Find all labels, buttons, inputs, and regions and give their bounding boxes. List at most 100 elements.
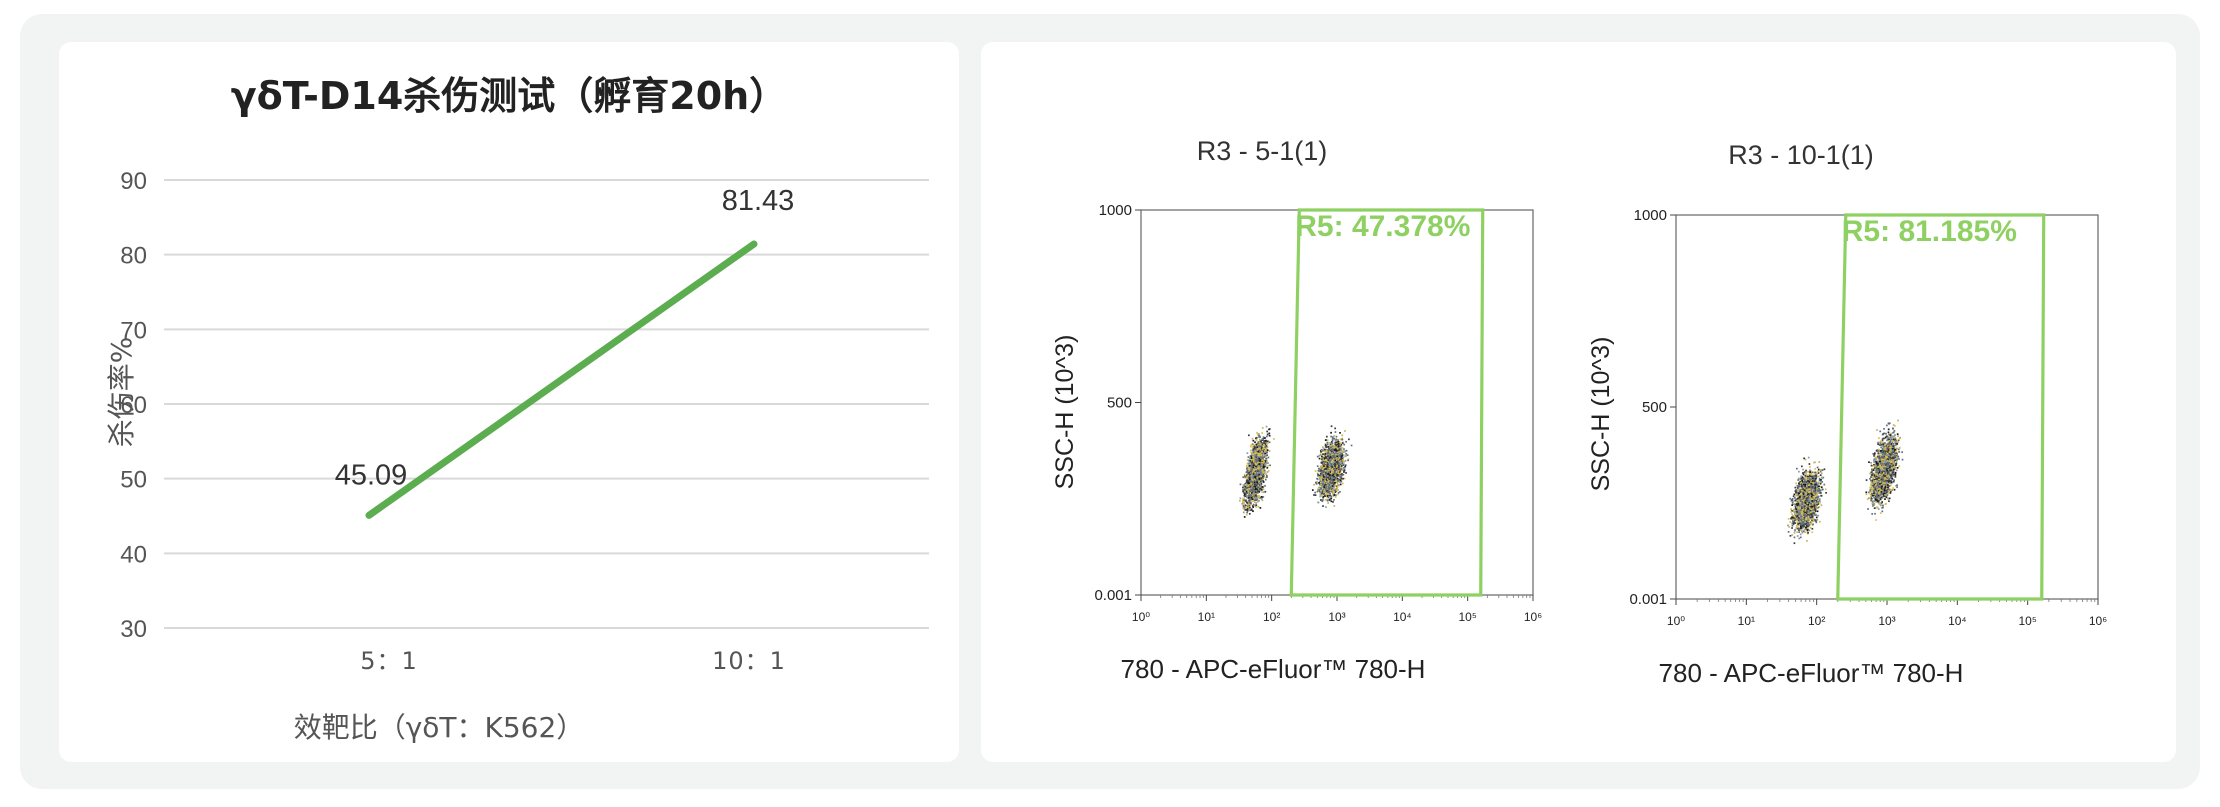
event-dot	[1801, 486, 1803, 488]
event-dot	[1328, 482, 1330, 485]
event-dot	[1335, 485, 1338, 488]
event-dot	[1322, 483, 1325, 486]
event-dot	[1335, 451, 1337, 453]
event-dot	[1332, 469, 1335, 472]
event-dot	[1806, 502, 1809, 505]
event-dot	[1815, 504, 1818, 506]
event-dot	[1329, 469, 1332, 472]
event-dot	[1341, 442, 1344, 444]
event-dot	[1256, 481, 1259, 484]
event-dot	[1338, 470, 1340, 473]
event-dot	[1256, 486, 1259, 489]
event-dot	[1805, 496, 1808, 499]
event-dot	[1817, 470, 1819, 473]
event-dot	[1258, 441, 1261, 444]
event-dot	[1246, 465, 1248, 468]
event-dot	[1316, 481, 1318, 483]
event-dot	[1315, 483, 1318, 485]
event-dot	[1318, 489, 1320, 491]
event-dot	[1335, 452, 1338, 455]
event-dot	[1245, 476, 1248, 479]
event-dot	[1797, 494, 1800, 497]
event-dot	[1803, 520, 1806, 522]
event-dot	[1331, 459, 1334, 462]
event-dot	[1803, 509, 1805, 512]
event-dot	[1255, 454, 1257, 457]
event-dot	[1269, 428, 1271, 430]
event-dot	[1253, 482, 1255, 485]
event-dot	[1327, 452, 1330, 455]
event-dot	[1247, 497, 1250, 499]
event-dot	[1324, 452, 1327, 455]
event-dot	[1332, 456, 1335, 459]
event-dot	[1337, 473, 1340, 476]
event-dot	[1326, 499, 1329, 502]
event-dot	[1805, 520, 1807, 523]
event-dot	[1322, 505, 1324, 507]
event-dot	[1345, 449, 1348, 452]
plot-frame	[1140, 209, 1534, 596]
event-dot	[1318, 478, 1321, 480]
event-dot	[1798, 493, 1801, 496]
event-dot	[1263, 456, 1266, 458]
y-tick-label: 500	[1107, 395, 1132, 412]
event-dot	[1332, 458, 1335, 460]
event-dot	[1334, 491, 1337, 494]
event-dot	[1339, 483, 1342, 486]
event-dot	[1324, 498, 1327, 501]
event-dot	[1334, 447, 1337, 450]
event-dot	[1333, 469, 1336, 472]
event-dot	[1322, 463, 1324, 466]
event-dot	[1246, 462, 1249, 465]
event-dot	[1313, 494, 1315, 496]
event-dot	[1260, 444, 1263, 447]
event-dot	[1341, 461, 1344, 463]
event-dot	[1256, 477, 1259, 479]
event-dot	[1818, 498, 1821, 500]
event-dot	[1805, 472, 1808, 474]
y-tick-label: 0.001	[1629, 591, 1667, 608]
event-dot	[1261, 427, 1264, 429]
event-dot	[1265, 439, 1267, 442]
event-dot	[1319, 493, 1322, 496]
event-dot	[1269, 464, 1271, 467]
event-dot	[1258, 445, 1260, 447]
event-dot	[1329, 480, 1331, 483]
event-dot	[1245, 489, 1247, 491]
event-dot	[1340, 477, 1343, 480]
event-dot	[1332, 486, 1335, 489]
event-dot	[1338, 462, 1341, 465]
data-label: 45.09	[335, 459, 408, 491]
event-dot	[1260, 473, 1262, 475]
event-dot	[1327, 486, 1330, 489]
event-dot	[1795, 508, 1798, 511]
event-dot	[1242, 476, 1245, 479]
event-dot	[1797, 524, 1800, 527]
event-dot	[1807, 531, 1809, 534]
event-dot	[1818, 488, 1821, 491]
event-dot	[1242, 500, 1245, 503]
event-dot	[1255, 480, 1258, 483]
event-dot	[1330, 490, 1332, 493]
event-dot	[1799, 491, 1802, 493]
event-dot	[1330, 431, 1332, 434]
event-dot	[1252, 458, 1255, 461]
event-dot	[1332, 501, 1334, 503]
flow-plot-1: R3 - 5-1(1) SSC-H (10^3) 780 - APC-eFluo…	[1051, 136, 1542, 684]
event-dot	[1247, 491, 1250, 494]
event-dot	[1264, 478, 1267, 481]
event-dot	[1799, 536, 1802, 539]
event-dot	[1344, 465, 1347, 468]
event-dot	[1258, 438, 1261, 441]
event-dot	[1331, 436, 1334, 439]
event-dot	[1795, 526, 1798, 529]
event-dot	[1253, 499, 1256, 501]
event-dot	[1338, 454, 1341, 457]
event-dot	[1332, 454, 1335, 457]
event-dot	[1248, 476, 1251, 479]
event-dot	[1811, 531, 1814, 534]
event-dot	[1798, 484, 1801, 487]
event-dot	[1814, 508, 1817, 511]
event-dot	[1324, 457, 1326, 460]
event-dot	[1252, 449, 1255, 452]
